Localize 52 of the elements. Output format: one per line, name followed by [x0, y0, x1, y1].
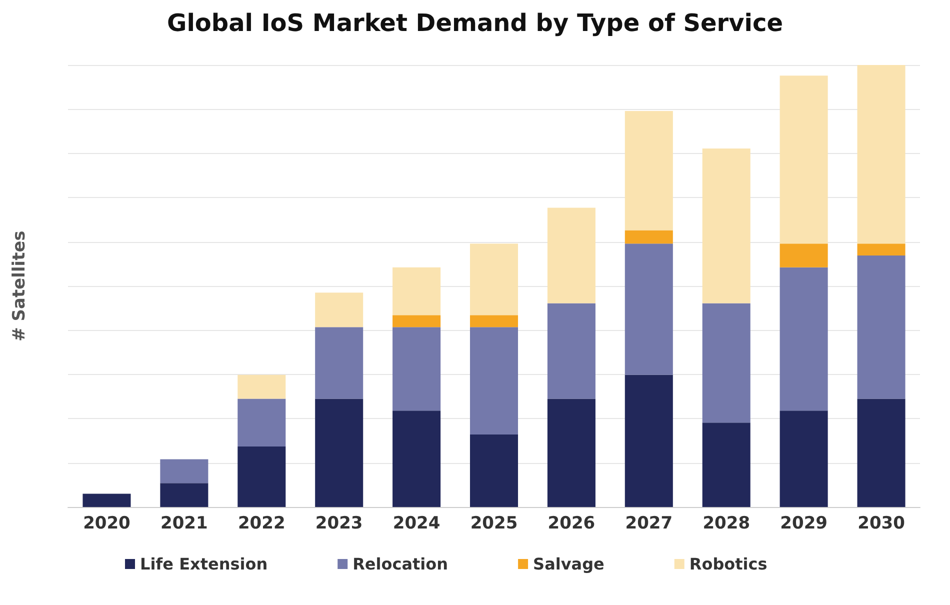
legend-label: Relocation: [352, 554, 448, 574]
legend-label: Robotics: [689, 554, 768, 574]
bar: [470, 434, 518, 507]
x-tick-label: 2023: [315, 514, 363, 534]
bar: [392, 410, 441, 507]
bar: [780, 267, 828, 411]
legend-label: Life Extension: [140, 554, 268, 574]
bar: [160, 459, 208, 484]
bar: [392, 315, 441, 328]
bar: [547, 303, 596, 399]
bar: [857, 65, 906, 244]
x-tick-label: 2027: [625, 514, 673, 534]
x-tick-label: 2028: [702, 514, 750, 534]
bar: [392, 267, 441, 316]
x-tick-label: 2026: [548, 514, 596, 534]
bar: [315, 398, 364, 507]
bar: [702, 422, 750, 507]
bar: [392, 327, 441, 411]
bar: [238, 398, 286, 446]
bar: [160, 483, 208, 507]
bar: [470, 315, 518, 328]
bar: [624, 374, 673, 507]
bar: [315, 327, 364, 399]
bar: [238, 374, 286, 399]
x-tick-label: 2024: [392, 514, 440, 534]
bar: [857, 256, 906, 399]
bar: [624, 244, 673, 375]
bar: [624, 110, 673, 230]
bar: [82, 494, 131, 507]
x-tick-label: 2021: [160, 514, 208, 534]
chart-title: Global IoS Market Demand by Type of Service: [166, 9, 784, 37]
bar: [315, 292, 364, 328]
bar: [238, 446, 286, 507]
bar: [470, 244, 518, 316]
bar: [702, 148, 750, 304]
bar: [702, 303, 750, 423]
x-tick-label: 2020: [83, 514, 131, 534]
bar: [470, 327, 518, 435]
x-tick-label: 2025: [470, 514, 518, 534]
bar: [780, 410, 828, 507]
bar: [780, 244, 828, 268]
bar: [547, 398, 596, 507]
x-tick-label: 2029: [780, 514, 828, 534]
bar: [624, 230, 673, 244]
bar: [547, 208, 596, 304]
bar: [857, 398, 906, 507]
legend-label: Salvage: [533, 554, 605, 574]
bar: [780, 76, 828, 244]
y-axis-title: # Satellites: [10, 230, 30, 342]
x-tick-label: 2030: [858, 514, 906, 534]
bar: [857, 244, 906, 256]
x-tick-label: 2022: [238, 514, 286, 534]
